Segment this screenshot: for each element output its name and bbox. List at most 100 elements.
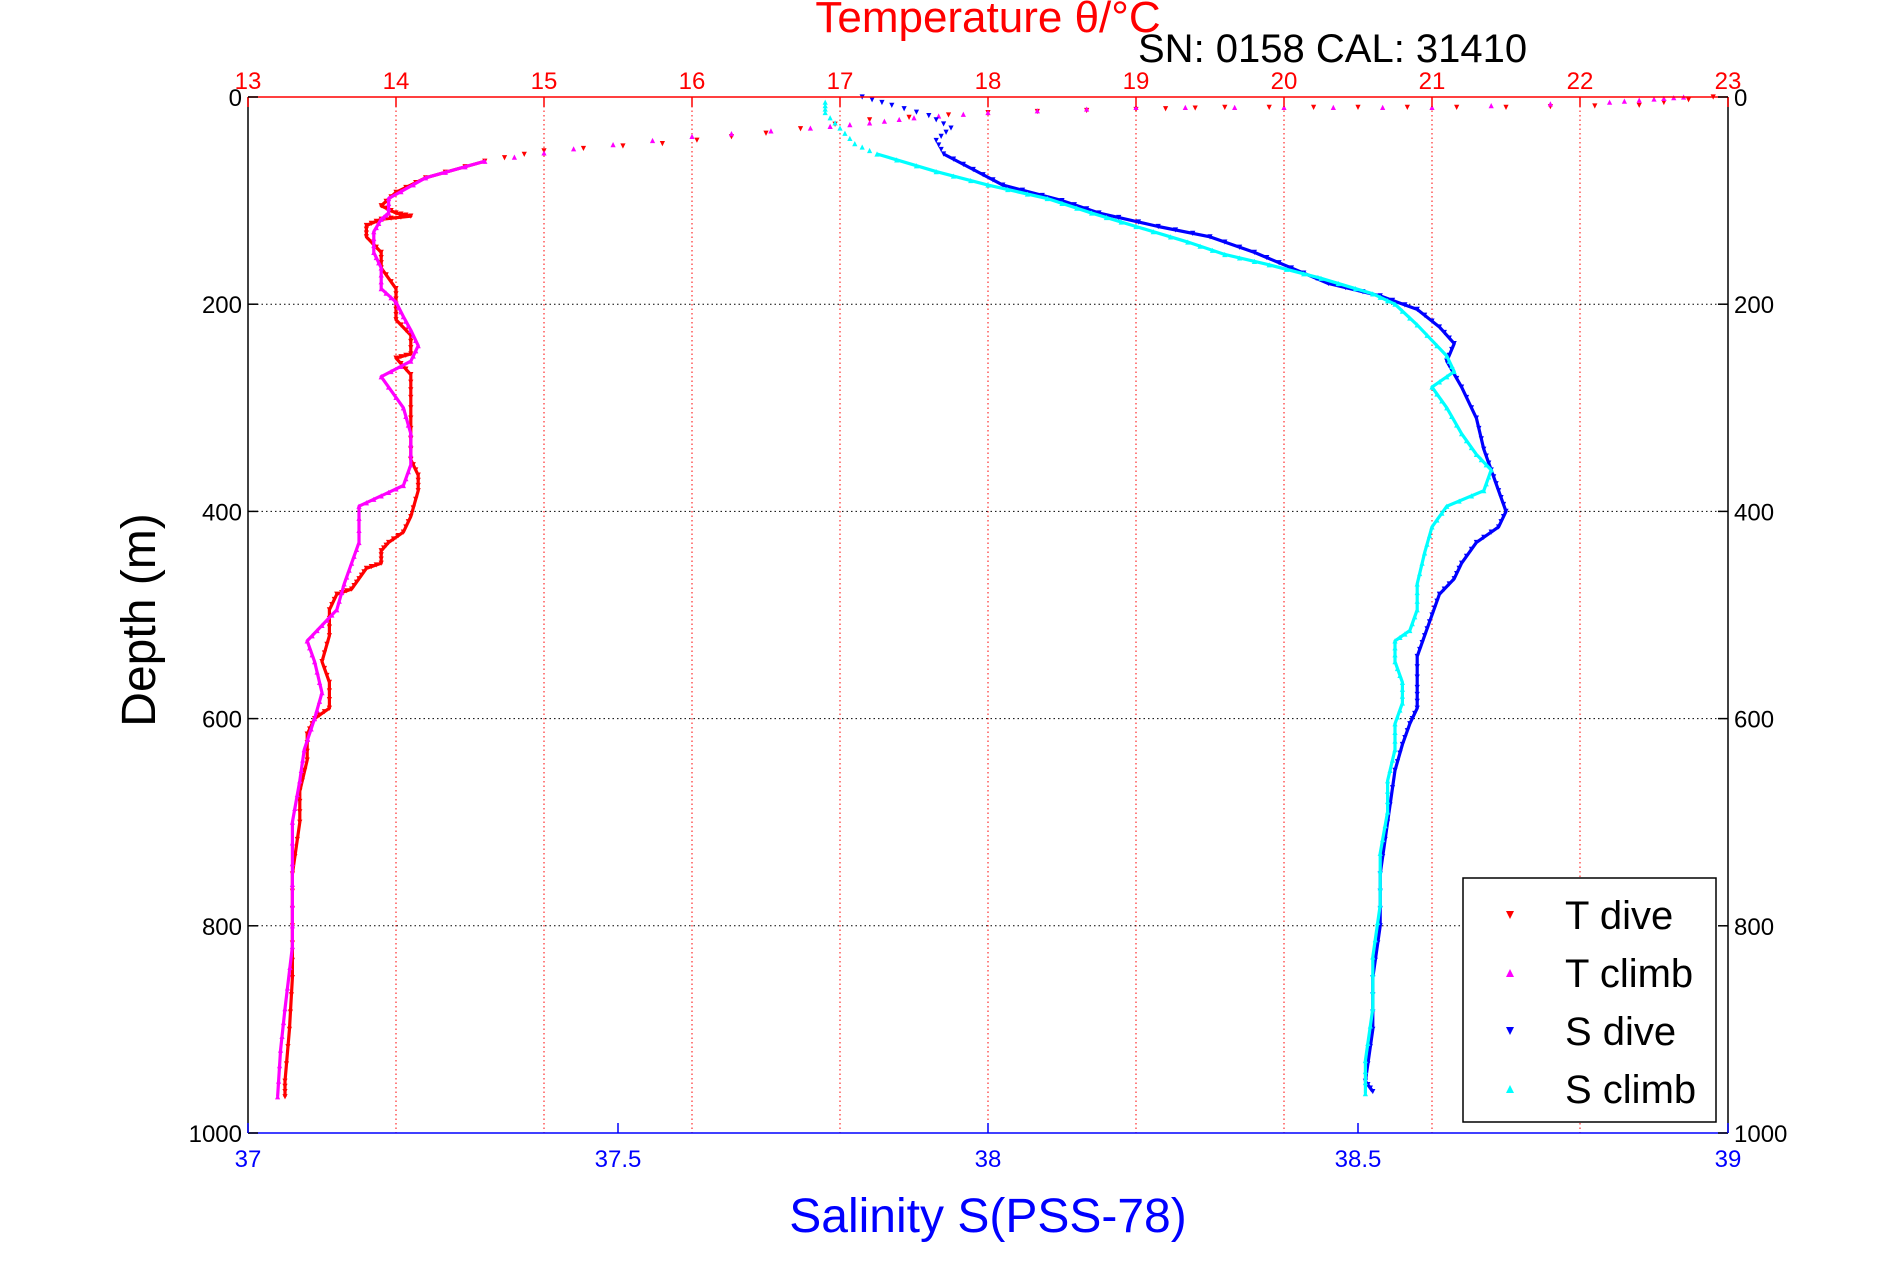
data-point — [1370, 971, 1376, 977]
bottom-tick-label: 37 — [235, 1146, 262, 1173]
data-point — [393, 286, 399, 292]
data-point — [319, 690, 325, 696]
data-point — [1463, 553, 1470, 559]
data-point — [1382, 823, 1388, 829]
data-point — [1463, 394, 1470, 401]
data-point — [1434, 391, 1440, 397]
data-point — [1439, 398, 1445, 404]
data-point — [1429, 612, 1435, 618]
data-point — [408, 431, 414, 437]
data-point — [363, 234, 369, 240]
data-point — [405, 422, 411, 428]
data-point — [358, 572, 365, 578]
data-point — [1232, 104, 1238, 110]
data-point — [1089, 210, 1095, 216]
plot-area — [247, 94, 1729, 1134]
data-point — [383, 212, 389, 218]
data-point — [356, 539, 362, 546]
data-point — [1476, 425, 1482, 432]
data-point — [842, 130, 848, 136]
data-point — [1661, 99, 1667, 106]
data-point — [408, 345, 414, 351]
data-point — [1135, 219, 1142, 225]
data-point — [1424, 332, 1430, 338]
data-point — [277, 1047, 284, 1053]
data-point — [1237, 255, 1243, 261]
data-point — [1182, 104, 1188, 110]
data-point — [395, 304, 402, 310]
data-point — [405, 469, 411, 475]
data-point — [1402, 631, 1408, 637]
legend-box — [1462, 877, 1717, 1123]
data-point — [1444, 405, 1450, 411]
data-point — [1389, 297, 1396, 304]
data-point — [1367, 1023, 1373, 1029]
data-point — [314, 669, 320, 675]
right-tick-label: 1000 — [1734, 1121, 1787, 1148]
data-point — [1367, 1085, 1373, 1091]
data-point — [1444, 503, 1450, 509]
data-point — [279, 1033, 285, 1039]
data-point — [275, 1078, 282, 1084]
data-point — [1155, 223, 1161, 230]
data-point — [1444, 353, 1450, 359]
data-point — [319, 659, 325, 665]
data-point — [276, 1063, 283, 1069]
data-point — [1392, 747, 1398, 753]
data-point — [415, 472, 421, 478]
data-point — [1431, 605, 1438, 611]
data-point — [1222, 239, 1228, 245]
data-point — [807, 125, 813, 131]
data-point — [289, 819, 295, 825]
data-point — [1439, 510, 1445, 516]
data-point — [1409, 621, 1415, 627]
data-point — [970, 166, 976, 173]
data-point — [378, 279, 384, 285]
data-point — [1397, 750, 1403, 756]
data-point — [408, 372, 414, 378]
data-point — [314, 707, 320, 713]
data-point — [393, 355, 399, 361]
data-point — [847, 122, 853, 128]
data-point — [289, 902, 295, 908]
data-point — [331, 596, 337, 603]
data-point — [541, 150, 547, 156]
data-point — [1478, 436, 1484, 442]
chart-subtitle: SN: 0158 CAL: 31410 — [1138, 27, 1527, 71]
data-point — [353, 579, 360, 585]
data-point — [580, 145, 587, 152]
data-point — [867, 117, 873, 123]
data-point — [319, 622, 325, 628]
data-point — [285, 1044, 291, 1050]
data-point — [1185, 239, 1191, 245]
data-point — [1636, 97, 1642, 103]
data-point — [1288, 265, 1294, 271]
data-point — [386, 195, 392, 202]
data-point — [304, 748, 310, 755]
data-point — [321, 650, 328, 656]
data-point — [316, 698, 323, 704]
data-point — [610, 142, 616, 148]
data-point — [1362, 1091, 1368, 1097]
data-point — [1389, 757, 1396, 763]
data-point — [1385, 788, 1391, 794]
data-point — [312, 659, 318, 665]
data-point — [356, 503, 362, 509]
data-point — [859, 144, 865, 150]
data-point — [329, 612, 335, 618]
data-point — [1370, 1088, 1376, 1095]
data-point — [408, 451, 414, 458]
data-point — [1394, 714, 1401, 720]
data-point — [408, 327, 414, 333]
top-tick-label: 16 — [679, 68, 706, 95]
data-point — [282, 1094, 288, 1100]
data-point — [1365, 1040, 1371, 1046]
data-point — [659, 141, 665, 147]
legend-marker — [1506, 1085, 1514, 1093]
data-point — [852, 141, 858, 147]
data-point — [822, 109, 828, 116]
data-point — [294, 791, 300, 798]
data-point — [1661, 95, 1667, 101]
data-point — [410, 332, 416, 338]
data-point — [1414, 581, 1420, 587]
